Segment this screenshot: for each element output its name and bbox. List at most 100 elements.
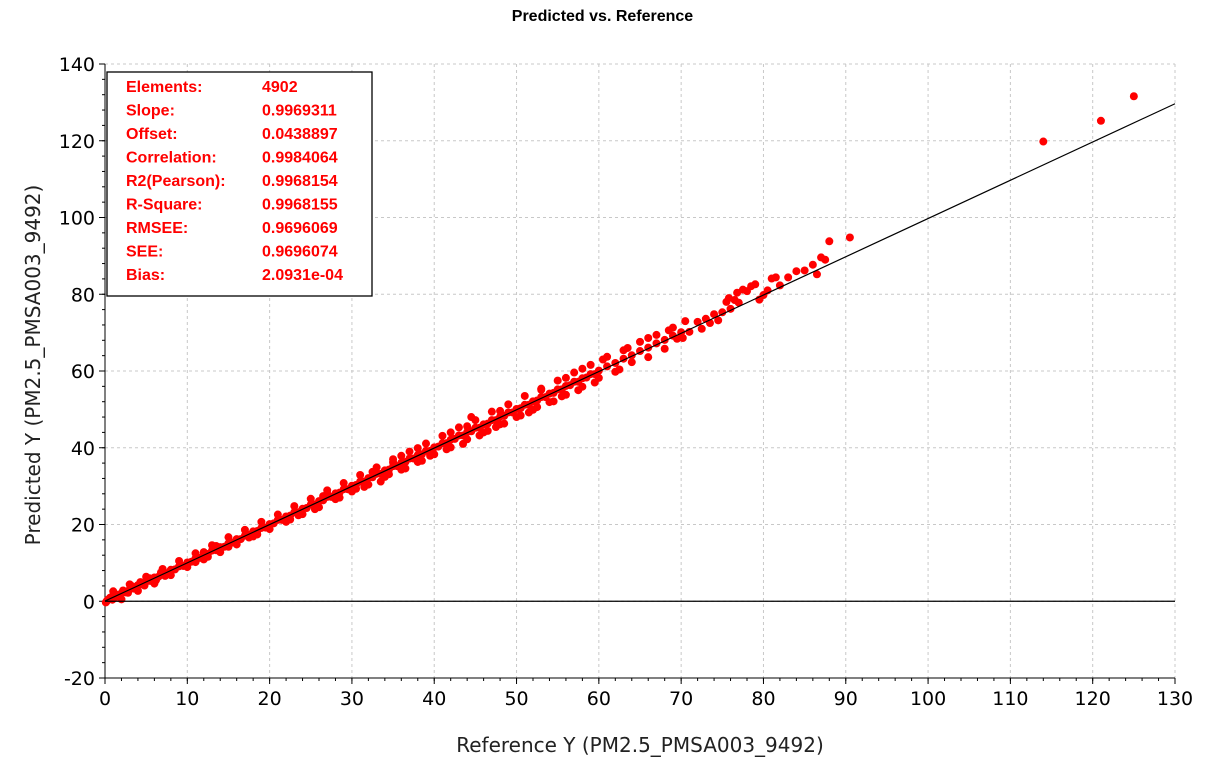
data-point	[192, 549, 200, 557]
stats-label: Offset:	[126, 126, 178, 143]
y-tick-label: 60	[71, 361, 95, 383]
data-point	[311, 505, 319, 513]
data-point	[369, 468, 377, 476]
y-tick-label: 140	[59, 54, 95, 76]
data-point	[570, 369, 578, 377]
data-point	[385, 470, 393, 478]
data-point	[459, 440, 467, 448]
data-point	[377, 478, 385, 486]
data-point	[644, 334, 652, 342]
data-point	[492, 423, 500, 431]
stats-value: 0.9696074	[262, 244, 338, 261]
data-point	[463, 422, 471, 430]
data-point	[525, 408, 533, 416]
data-point	[447, 428, 455, 436]
data-point	[467, 413, 475, 421]
stats-value: 0.9984064	[262, 150, 338, 167]
x-tick-label: 90	[834, 688, 858, 710]
data-point	[587, 361, 595, 369]
data-point	[175, 557, 183, 565]
y-tick-label: 0	[83, 591, 95, 613]
y-tick-label: 40	[71, 438, 95, 460]
data-point	[636, 338, 644, 346]
data-point	[488, 408, 496, 416]
data-point	[274, 511, 282, 519]
data-point	[290, 502, 298, 510]
data-point	[257, 518, 265, 526]
stats-label: R2(Pearson):	[126, 173, 226, 190]
y-tick-label: 20	[71, 515, 95, 537]
data-point	[307, 495, 315, 503]
data-point	[521, 392, 529, 400]
data-point	[825, 237, 833, 245]
y-tick-label: 100	[59, 208, 95, 230]
stats-box: Elements: 4902Slope: 0.9969311Offset: 0.043…	[107, 72, 372, 296]
data-point	[537, 386, 545, 394]
data-point	[224, 533, 232, 541]
data-point	[681, 317, 689, 325]
data-point	[624, 344, 632, 352]
data-point	[558, 392, 566, 400]
x-tick-label: 10	[175, 688, 199, 710]
data-point	[801, 266, 809, 274]
data-point	[340, 479, 348, 487]
data-point	[661, 345, 669, 353]
data-point	[652, 331, 660, 339]
x-tick-label: 80	[751, 688, 775, 710]
y-axis-label: Predicted Y (PM2.5_PMSA003_9492)	[21, 185, 45, 546]
x-axis-label: Reference Y (PM2.5_PMSA003_9492)	[456, 733, 824, 757]
x-tick-label: 60	[587, 688, 611, 710]
data-point	[562, 374, 570, 382]
stats-label: R-Square:	[126, 197, 202, 214]
data-point	[484, 427, 492, 435]
data-point	[360, 483, 368, 491]
data-point	[751, 280, 759, 288]
data-point	[809, 261, 817, 269]
y-tick-label: -20	[64, 668, 95, 690]
data-point	[241, 526, 249, 534]
y-tick-label: 120	[59, 131, 95, 153]
data-point	[578, 365, 586, 373]
x-tick-label: 40	[422, 688, 446, 710]
data-point	[500, 420, 508, 428]
stats-value: 0.9969311	[262, 103, 337, 120]
stats-value: 0.0438897	[262, 126, 338, 143]
data-point	[1039, 138, 1047, 146]
stats-label: Bias:	[126, 267, 165, 284]
data-point	[784, 273, 792, 281]
data-point	[426, 452, 434, 460]
stats-label: RMSEE:	[126, 220, 188, 237]
x-tick-label: 50	[504, 688, 528, 710]
stats-label: SEE:	[126, 244, 163, 261]
data-point	[476, 431, 484, 439]
data-point	[792, 267, 800, 275]
data-point	[414, 444, 422, 452]
data-point	[615, 365, 623, 373]
data-point	[846, 233, 854, 241]
data-point	[1097, 117, 1105, 125]
data-point	[591, 379, 599, 387]
stats-label: Correlation:	[126, 150, 217, 167]
x-tick-label: 30	[340, 688, 364, 710]
data-point	[336, 494, 344, 502]
stats-label: Elements:	[126, 79, 202, 96]
data-point	[725, 294, 733, 302]
data-point	[438, 432, 446, 440]
stats-value: 4902	[262, 79, 298, 96]
x-tick-label: 130	[1157, 688, 1193, 710]
data-point	[504, 400, 512, 408]
data-point	[422, 440, 430, 448]
data-point	[406, 448, 414, 456]
data-point	[772, 273, 780, 281]
stats-value: 2.0931e-04	[262, 267, 343, 284]
data-point	[550, 397, 558, 405]
data-point	[665, 326, 673, 334]
x-tick-label: 100	[910, 688, 946, 710]
data-point	[733, 289, 741, 297]
data-point	[628, 358, 636, 366]
data-point	[401, 464, 409, 472]
data-point	[821, 256, 829, 264]
data-point	[443, 445, 451, 453]
x-tick-label: 110	[992, 688, 1028, 710]
